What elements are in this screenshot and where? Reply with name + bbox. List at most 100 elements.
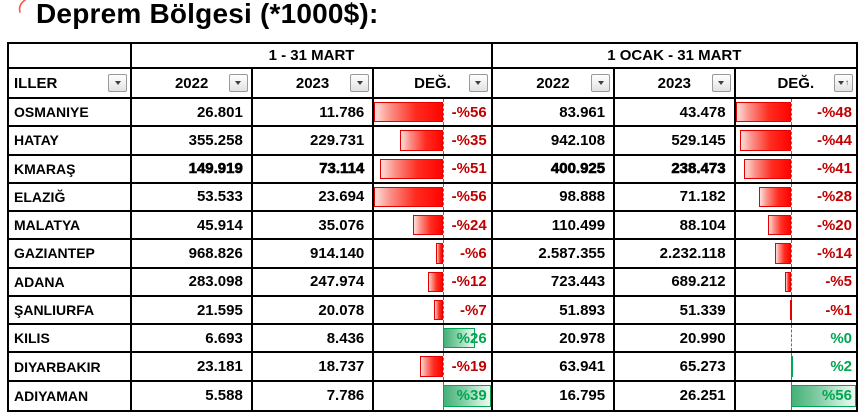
cell-number[interactable]: 21.595 [132,296,253,326]
databar-axis-line [442,155,444,182]
column-header-mart-2023[interactable]: 2023 [252,69,375,99]
cell-number[interactable]: 149.919 [132,155,253,184]
cell-number[interactable]: 73.114 [252,155,375,184]
column-header-ytd-2022[interactable]: 2022 [492,69,616,99]
cell-deg-value[interactable]: -%56 [374,99,493,128]
cell-number[interactable]: 88.104 [615,212,736,241]
cell-number[interactable]: 26.251 [615,381,736,410]
cell-number[interactable]: 71.182 [615,183,736,213]
cell-number[interactable]: 6.693 [132,325,253,354]
filter-button-ytd-2023[interactable] [711,74,731,92]
cell-deg-value[interactable]: %56 [735,381,856,410]
cell-deg-value[interactable]: -%24 [374,212,493,241]
deg-percent-label: -%6 [460,244,487,262]
cell-province[interactable]: KILIS [9,325,133,354]
cell-number[interactable]: 16.795 [492,381,616,410]
group-header-mart[interactable]: 1 - 31 MART [132,44,493,69]
cell-deg-value[interactable]: %39 [374,381,493,410]
column-header-ytd-2023[interactable]: 2023 [615,69,736,99]
cell-number[interactable]: 968.826 [132,240,253,269]
cell-province[interactable]: GAZIANTEP [9,240,133,269]
cell-number[interactable]: 689.212 [615,268,736,297]
cell-deg-value[interactable]: -%48 [735,99,856,128]
cell-deg-value[interactable]: -%1 [735,296,856,326]
cell-deg-value[interactable]: %2 [735,353,856,382]
cell-number[interactable]: 5.588 [132,381,253,410]
filter-button-mart-2022[interactable] [228,74,248,92]
cell-deg-value[interactable]: -%20 [735,212,856,241]
cell-number[interactable]: 26.801 [132,99,253,128]
column-header-mart-deg[interactable]: DEĞ. [374,69,493,99]
cell-number[interactable]: 20.978 [492,325,616,354]
cell-number[interactable]: 45.914 [132,212,253,241]
cell-deg-value[interactable]: -%44 [735,127,856,156]
cell-number[interactable]: 2.587.355 [492,240,616,269]
cell-number[interactable]: 11.786 [252,99,375,128]
filter-button-ytd-deg-sorted[interactable]: ↑ [834,74,853,92]
cell-number[interactable]: 914.140 [252,240,375,269]
cell-number[interactable]: 229.731 [252,127,375,156]
cell-number[interactable]: 51.893 [492,296,616,326]
cell-deg-value[interactable]: %26 [374,325,493,354]
group-header-ytd[interactable]: 1 OCAK - 31 MART [492,44,856,69]
cell-province[interactable]: KMARAŞ [9,155,133,184]
cell-number[interactable]: 20.078 [252,296,375,326]
negative-data-bar [435,243,443,264]
cell-deg-value[interactable]: -%56 [374,183,493,213]
cell-number[interactable]: 83.961 [492,99,616,128]
cell-number[interactable]: 23.181 [132,353,253,382]
filter-button-iller[interactable] [108,74,128,92]
cell-deg-value[interactable]: -%14 [735,240,856,269]
filter-button-mart-2023[interactable] [350,74,370,92]
positive-data-bar [442,328,475,349]
cell-number[interactable]: 110.499 [492,212,616,241]
databar-axis-line [791,155,793,182]
cell-number[interactable]: 43.478 [615,99,736,128]
cell-deg-value[interactable]: -%6 [374,240,493,269]
cell-number[interactable]: 247.974 [252,268,375,297]
cell-number[interactable]: 98.888 [492,183,616,213]
filter-button-mart-deg[interactable] [468,74,488,92]
cell-number[interactable]: 942.108 [492,127,616,156]
cell-number[interactable]: 35.076 [252,212,375,241]
cell-province[interactable]: ŞANLIURFA [9,296,133,326]
cell-province[interactable]: OSMANIYE [9,99,133,128]
cell-deg-value[interactable]: -%35 [374,127,493,156]
cell-deg-value[interactable]: -%12 [374,268,493,297]
filter-button-ytd-2022[interactable] [591,74,611,92]
cell-number[interactable]: 8.436 [252,325,375,354]
cell-deg-value[interactable]: -%41 [735,155,856,184]
cell-number[interactable]: 23.694 [252,183,375,213]
column-header-mart-2022[interactable]: 2022 [132,69,253,99]
cell-deg-value[interactable]: %0 [735,325,856,354]
cell-number[interactable]: 2.232.118 [615,240,736,269]
cell-province[interactable]: ADIYAMAN [9,381,133,410]
corner-cell[interactable] [9,44,133,69]
cell-number[interactable]: 53.533 [132,183,253,213]
cell-number[interactable]: 51.339 [615,296,736,326]
cell-deg-value[interactable]: -%19 [374,353,493,382]
cell-province[interactable]: ELAZIĞ [9,183,133,213]
cell-province[interactable]: MALATYA [9,212,133,241]
cell-number[interactable]: 65.273 [615,353,736,382]
cell-number[interactable]: 283.098 [132,268,253,297]
cell-number[interactable]: 400.925 [492,155,616,184]
cell-deg-value[interactable]: -%28 [735,183,856,213]
cell-number[interactable]: 7.786 [252,381,375,410]
cell-deg-value[interactable]: -%51 [374,155,493,184]
column-header-iller[interactable]: ILLER [9,69,133,99]
cell-number[interactable]: 63.941 [492,353,616,382]
cell-number[interactable]: 238.473 [615,155,736,184]
cell-number[interactable]: 20.990 [615,325,736,354]
cell-province[interactable]: DIYARBAKIR [9,353,133,382]
cell-province[interactable]: HATAY [9,127,133,156]
cell-deg-value[interactable]: -%7 [374,296,493,326]
cell-number[interactable]: 723.443 [492,268,616,297]
column-header-ytd-deg[interactable]: DEĞ. ↑ [735,69,856,99]
cell-number[interactable]: 529.145 [615,127,736,156]
cell-province[interactable]: ADANA [9,268,133,297]
positive-data-bar [791,356,794,377]
cell-number[interactable]: 18.737 [252,353,375,382]
cell-number[interactable]: 355.258 [132,127,253,156]
cell-deg-value[interactable]: -%5 [735,268,856,297]
